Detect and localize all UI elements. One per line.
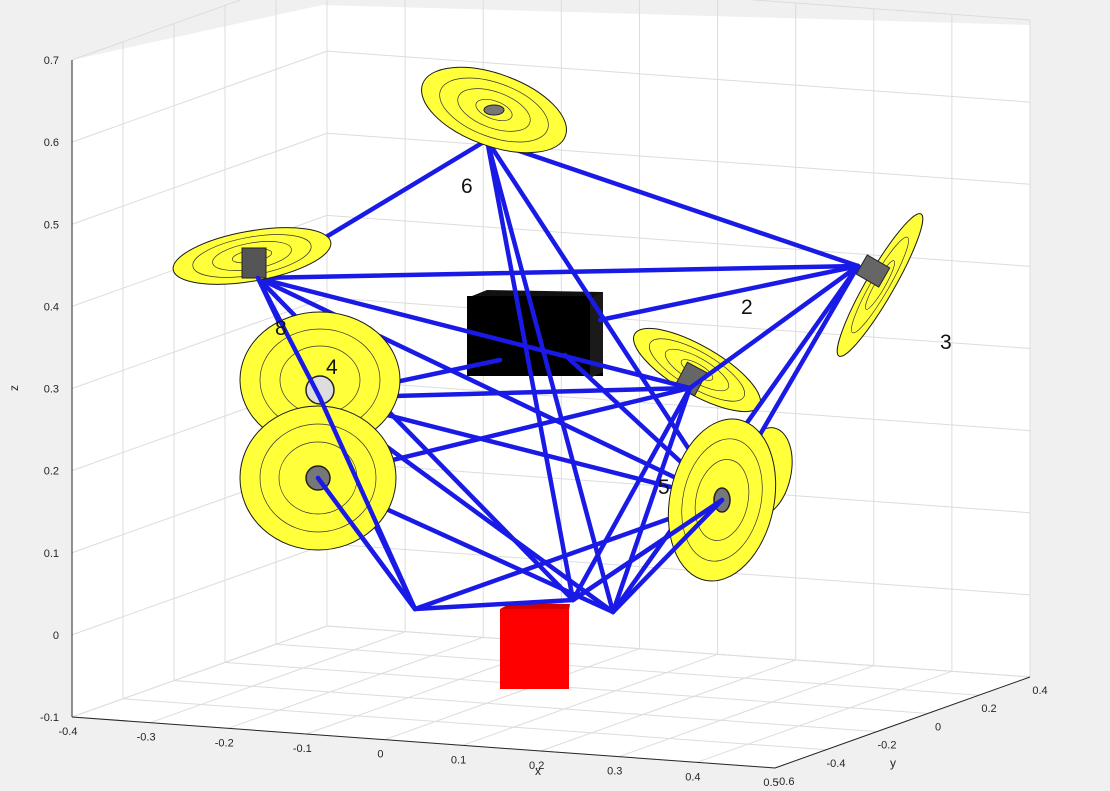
- y-grid-line: [224, 661, 929, 714]
- node-label-3: 3: [940, 331, 952, 354]
- cable-segment: [484, 137, 861, 269]
- floor-pane: [72, 622, 1030, 768]
- node-label-6: 6: [461, 175, 473, 198]
- y-tick-label: -0.6: [776, 776, 795, 788]
- z-tick-label: 0.7: [44, 55, 59, 67]
- scene: 6 2 3 4 8 5: [172, 66, 952, 689]
- x-tick-label: -0.2: [215, 737, 234, 749]
- x-tick-label: 0.5: [763, 777, 778, 789]
- x-tick-label: 0.2: [529, 760, 544, 772]
- x-grid-line: [228, 636, 484, 729]
- y-grid-line: [173, 680, 878, 733]
- z-grid-line-back: [326, 50, 1031, 103]
- y-tick-label: 0.4: [1032, 685, 1047, 697]
- y-tick-label: 0.2: [981, 703, 996, 715]
- y-tick-label: -0.2: [878, 740, 897, 752]
- z-grid-line-back: [326, 543, 1031, 596]
- z-axis-label: z: [7, 385, 21, 391]
- cable-segment: [255, 275, 693, 391]
- cable-segment: [412, 597, 576, 612]
- cable-segment: [484, 137, 616, 615]
- z-grid-line-back: [326, 132, 1031, 185]
- x-axis-label: x: [535, 764, 541, 778]
- z-tick-label: 0.6: [44, 137, 59, 149]
- x-tick-label: 0.3: [607, 766, 622, 778]
- x-grid-line: [618, 665, 874, 758]
- node-label-8: 8: [275, 317, 287, 340]
- cable-segment-front: [255, 275, 323, 401]
- rotor-4: [239, 311, 401, 449]
- cable-segment-front: [315, 475, 418, 612]
- x-tick-label: -0.3: [137, 732, 156, 744]
- x-tick-label: 0.1: [451, 754, 466, 766]
- z-tick-label: 0.3: [44, 384, 59, 396]
- cable-segment-front: [570, 497, 725, 603]
- node-label-5: 5: [658, 476, 670, 499]
- y-tick-label: 0: [935, 721, 941, 733]
- cable-segment: [255, 263, 861, 281]
- x-tick-label: 0: [377, 749, 383, 761]
- cable-segment: [484, 137, 576, 603]
- x-grid-line: [384, 648, 640, 741]
- z-grid-line-left: [71, 50, 328, 143]
- z-tick-label: -0.1: [40, 712, 59, 724]
- rotor-6: [421, 66, 567, 154]
- cable-segment-front: [317, 395, 418, 612]
- z-tick-label: 0.1: [44, 548, 59, 560]
- ground-box: [500, 603, 570, 689]
- cable-segment-front: [610, 497, 725, 615]
- z-grid-line-back: [326, 214, 1031, 267]
- z-tick-label: 0.4: [44, 301, 59, 313]
- y-grid-line: [122, 698, 827, 751]
- z-grid-line-left: [71, 0, 242, 61]
- cable-segment: [597, 263, 861, 323]
- z-tick-label: 0.2: [44, 466, 59, 478]
- cable-segment: [610, 385, 693, 615]
- x-tick-label: -0.4: [59, 726, 78, 738]
- rotor-3: [836, 213, 924, 357]
- z-tick-label: 0: [53, 630, 59, 642]
- z-grid-line-back: [747, 0, 1031, 21]
- x-grid-line: [149, 631, 406, 724]
- rotor-2: [633, 327, 761, 413]
- node-label-4: 4: [326, 356, 338, 379]
- z-grid-line-back: [326, 297, 1031, 349]
- x-grid-line: [696, 670, 953, 763]
- y-axis-line: [774, 676, 1031, 769]
- cables-front: [255, 275, 725, 615]
- z-grid-line-back: [326, 625, 1031, 678]
- y-axis-label: y: [890, 756, 896, 770]
- x-axis-line: [71, 716, 776, 769]
- node-label-2: 2: [741, 296, 753, 319]
- z-tick-label: 0.5: [44, 219, 59, 231]
- x-grid-line: [540, 659, 796, 752]
- cable-segment: [687, 263, 861, 391]
- x-grid-line: [462, 653, 718, 746]
- x-tick-label: 0.4: [685, 771, 700, 783]
- z-grid-line-left: [71, 132, 328, 225]
- z-grid-line-left: [71, 625, 328, 718]
- cable-segment: [570, 385, 693, 603]
- y-tick-label: -0.4: [827, 758, 846, 770]
- z-grid-line-left: [71, 297, 328, 389]
- axes-box: [71, 60, 1031, 769]
- x-tick-label: -0.1: [293, 743, 312, 755]
- tick-labels: -0.4 -0.3 -0.2 -0.1 0 0.1 0.2 0.3 0.4 0.5-0.6-0.4…: [40, 55, 1048, 789]
- rotor-top-left: [172, 227, 332, 285]
- z-grid-line-left: [71, 543, 328, 636]
- y-grid-line: [275, 643, 980, 696]
